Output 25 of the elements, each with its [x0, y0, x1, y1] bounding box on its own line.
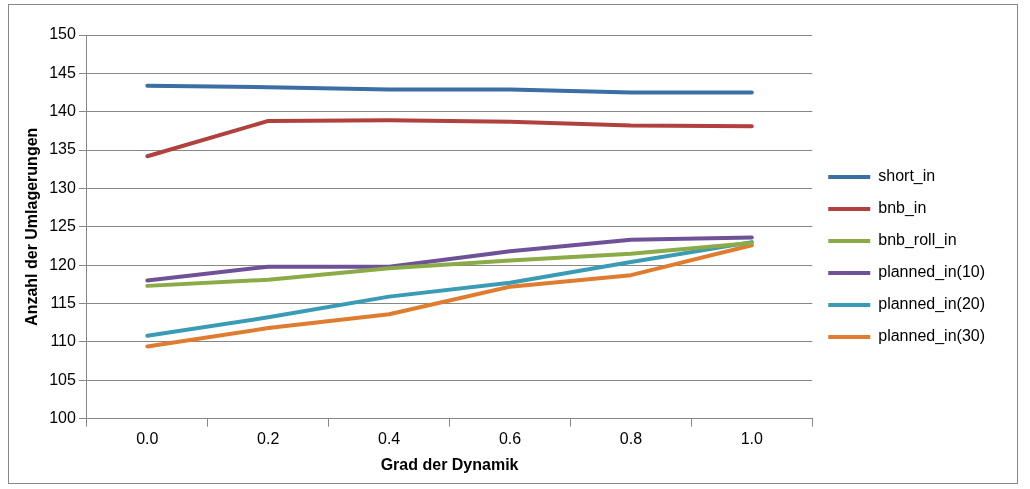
- x-axis-title: Grad der Dynamik: [380, 455, 519, 473]
- legend-label: planned_in(30): [878, 327, 985, 346]
- legend-label: planned_in(10): [878, 263, 985, 282]
- y-tick-label: 100: [49, 409, 76, 427]
- legend-label: bnb_roll_in: [878, 231, 957, 250]
- y-tick-label: 125: [49, 217, 76, 235]
- x-tick-label: 0.2: [257, 429, 280, 447]
- y-tick-label: 130: [49, 178, 76, 196]
- legend-label: bnb_in: [878, 199, 927, 218]
- x-tick-label: 0.6: [498, 429, 522, 447]
- x-tick-label: 0.0: [136, 429, 159, 447]
- y-axis-title: Anzahl der Umlagerungen: [23, 127, 41, 326]
- y-tick-label: 135: [49, 140, 76, 158]
- y-tick-label: 145: [49, 63, 76, 81]
- x-tick-label: 1.0: [740, 429, 764, 447]
- y-tick-label: 140: [49, 102, 76, 120]
- x-tick-label: 0.8: [619, 429, 643, 447]
- y-tick-label: 150: [49, 25, 76, 43]
- legend-label: short_in: [878, 167, 936, 186]
- y-tick-label: 110: [50, 332, 76, 350]
- y-tick-label: 115: [50, 293, 76, 311]
- x-tick-label: 0.4: [378, 429, 401, 447]
- y-tick-label: 105: [49, 370, 76, 388]
- y-tick-label: 120: [49, 255, 76, 273]
- legend-label: planned_in(20): [878, 295, 985, 314]
